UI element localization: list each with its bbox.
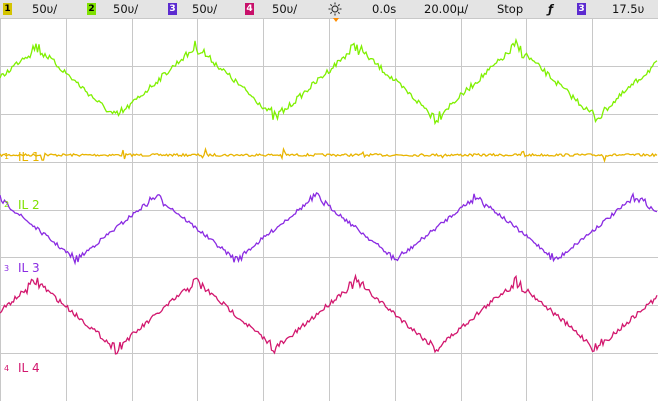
graticule bbox=[0, 18, 658, 401]
waveform-plot bbox=[0, 18, 658, 401]
trace-label-il2: IL 2 bbox=[18, 198, 40, 212]
channel-3-indicator[interactable]: 3 bbox=[168, 3, 177, 15]
waveform-area[interactable]: 1 IL 1 2 IL 2 3 IL 3 4 IL 4 bbox=[0, 18, 658, 401]
trigger-level[interactable]: 17.5υ bbox=[612, 2, 645, 16]
trace-il2 bbox=[0, 37, 658, 126]
sun-icon[interactable] bbox=[328, 2, 342, 20]
channel-2-indicator[interactable]: 2 bbox=[87, 3, 96, 15]
channel-1-ground-marker[interactable]: 1 bbox=[4, 152, 10, 161]
channel-2-ground-marker[interactable]: 2 bbox=[4, 200, 10, 209]
delay-value[interactable]: 0.0s bbox=[372, 2, 397, 16]
trace-label-il3: IL 3 bbox=[18, 261, 40, 275]
channel-4-ground-marker[interactable]: 4 bbox=[4, 364, 10, 373]
channel-3-scale[interactable]: 50υ/ bbox=[192, 2, 218, 16]
status-bar: 1 50υ/ 2 50υ/ 3 50υ/ 4 50υ/ 0.0s 20.00μ/… bbox=[0, 0, 658, 19]
trigger-position-marker bbox=[333, 18, 339, 22]
channel-4-indicator[interactable]: 4 bbox=[245, 3, 254, 15]
trace-il4 bbox=[0, 273, 658, 355]
rising-edge-icon[interactable]: ƒ bbox=[548, 2, 554, 16]
channel-4-scale[interactable]: 50υ/ bbox=[272, 2, 298, 16]
trace-il1 bbox=[0, 146, 658, 163]
channel-1-scale[interactable]: 50υ/ bbox=[32, 2, 58, 16]
timebase-value[interactable]: 20.00μ/ bbox=[424, 2, 469, 16]
channel-1-indicator[interactable]: 1 bbox=[3, 3, 12, 15]
channel-3-ground-marker[interactable]: 3 bbox=[4, 264, 10, 273]
trigger-channel-indicator[interactable]: 3 bbox=[577, 3, 586, 15]
trace-label-il4: IL 4 bbox=[18, 361, 40, 375]
trace-label-il1: IL 1 bbox=[18, 150, 40, 164]
trace-il3 bbox=[0, 191, 658, 266]
channel-2-scale[interactable]: 50υ/ bbox=[113, 2, 139, 16]
run-state[interactable]: Stop bbox=[497, 2, 524, 16]
